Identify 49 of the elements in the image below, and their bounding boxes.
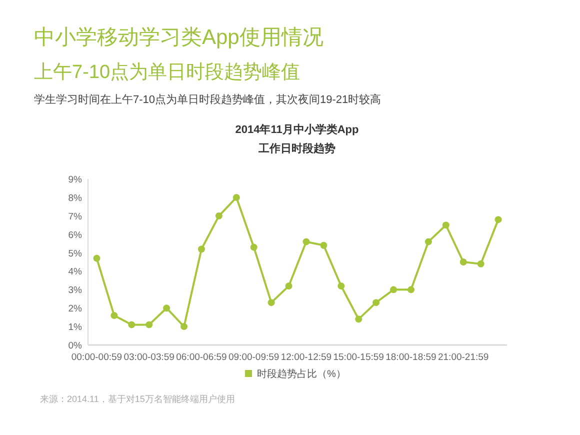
y-tick-label: 3% xyxy=(68,285,83,296)
chart-title: 中小学移动学习类App使用情况 xyxy=(34,26,324,49)
legend-label: 时段趋势占比（%） xyxy=(257,368,346,380)
y-tick-label: 9% xyxy=(68,174,83,186)
x-tick-label: 03:00-03:59 xyxy=(124,352,174,363)
point xyxy=(494,216,502,224)
point xyxy=(146,321,153,328)
point xyxy=(268,299,275,306)
point xyxy=(390,286,398,294)
point xyxy=(198,246,205,253)
chart-subtitle: 上午7-10点为单日时段趋势峰值 xyxy=(34,62,300,83)
point xyxy=(320,242,328,249)
point xyxy=(110,312,118,319)
point xyxy=(285,282,292,290)
point xyxy=(215,212,222,220)
x-tick-label: 06:00-06:59 xyxy=(176,352,227,363)
point xyxy=(338,282,345,290)
point xyxy=(424,238,432,246)
y-tick-label: 2% xyxy=(68,304,83,315)
point xyxy=(442,222,450,229)
y-tick-label: 5% xyxy=(68,248,83,260)
y-tick-label: 8% xyxy=(68,192,83,204)
point xyxy=(180,323,188,330)
point xyxy=(250,244,258,251)
point xyxy=(93,254,100,262)
y-tick-label: 0% xyxy=(68,340,83,352)
y-tick-label: 6% xyxy=(68,230,83,241)
point xyxy=(302,238,310,246)
point xyxy=(477,260,484,268)
y-tick-label: 7% xyxy=(68,211,83,222)
x-tick-label: 00:00-00:59 xyxy=(71,352,122,363)
x-tick-label: 18:00-18:59 xyxy=(386,352,436,363)
point xyxy=(128,321,136,328)
point xyxy=(355,316,362,323)
point xyxy=(372,299,380,306)
x-tick-label: 12:00-12:59 xyxy=(280,352,332,363)
point xyxy=(407,286,414,294)
text: 学生学习时间在上午7-10点为单日时段趋势峰值，其次夜间19-21时较高 xyxy=(34,93,382,106)
x-tick-label: 15:00-15:59 xyxy=(333,352,384,363)
point xyxy=(460,258,467,266)
point xyxy=(163,304,170,312)
x-tick-label: 09:00-09:59 xyxy=(228,352,280,363)
source-note: 来源：2014.11，基于对15万名智能终端用户使用 xyxy=(40,394,235,404)
y-tick-label: 1% xyxy=(68,322,83,334)
point xyxy=(232,194,240,201)
x-tick-label: 21:00-21:59 xyxy=(438,352,489,363)
y-tick-label: 4% xyxy=(68,266,83,278)
text: 工作日时段趋势 xyxy=(258,142,336,155)
text: 2014年11月中小学类App xyxy=(235,123,360,136)
